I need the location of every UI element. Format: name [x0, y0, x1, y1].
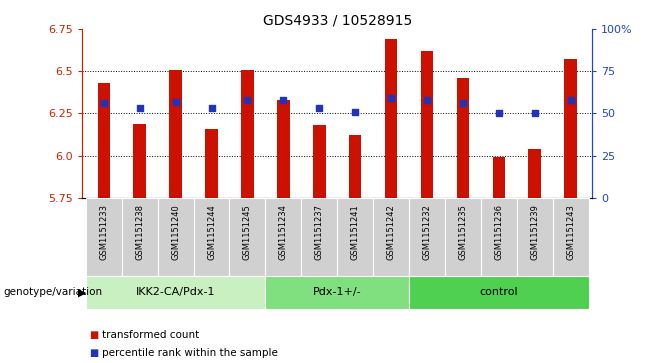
Point — [206, 106, 216, 111]
Point — [314, 106, 324, 111]
Bar — [193, 198, 230, 276]
Text: GSM1151242: GSM1151242 — [387, 204, 395, 260]
Bar — [349, 135, 361, 198]
Bar — [86, 198, 122, 276]
Text: GSM1151232: GSM1151232 — [422, 204, 432, 260]
Bar — [338, 198, 373, 276]
Bar — [420, 51, 433, 198]
Bar — [277, 100, 290, 198]
Text: GSM1151244: GSM1151244 — [207, 204, 216, 260]
Bar — [265, 198, 301, 276]
Text: percentile rank within the sample: percentile rank within the sample — [102, 348, 278, 359]
Text: GSM1151243: GSM1151243 — [566, 204, 575, 260]
Bar — [373, 198, 409, 276]
Point — [422, 97, 432, 103]
Point — [565, 97, 576, 103]
Bar — [134, 123, 146, 198]
Text: GSM1151235: GSM1151235 — [459, 204, 467, 260]
Bar — [409, 198, 445, 276]
Text: Pdx-1+/-: Pdx-1+/- — [313, 287, 361, 297]
Point — [530, 111, 540, 117]
Bar — [205, 129, 218, 198]
Bar — [493, 157, 505, 198]
Title: GDS4933 / 10528915: GDS4933 / 10528915 — [263, 14, 412, 28]
Point — [350, 109, 361, 115]
Bar — [385, 39, 397, 198]
Text: GSM1151245: GSM1151245 — [243, 204, 252, 260]
Bar — [481, 198, 517, 276]
Text: genotype/variation: genotype/variation — [3, 287, 103, 297]
Bar — [230, 198, 265, 276]
Bar — [445, 198, 481, 276]
Point — [170, 99, 181, 105]
Text: ■: ■ — [89, 348, 98, 359]
Point — [278, 97, 289, 103]
Point — [242, 97, 253, 103]
Point — [134, 106, 145, 111]
Text: ▶: ▶ — [78, 287, 86, 297]
Bar — [122, 198, 158, 276]
Text: GSM1151237: GSM1151237 — [315, 204, 324, 260]
Text: GSM1151238: GSM1151238 — [135, 204, 144, 260]
Text: GSM1151233: GSM1151233 — [99, 204, 109, 260]
Point — [99, 101, 109, 106]
Text: GSM1151236: GSM1151236 — [494, 204, 503, 260]
Bar — [565, 60, 577, 198]
Bar — [457, 78, 469, 198]
Bar — [517, 198, 553, 276]
Point — [386, 95, 396, 101]
Text: GSM1151239: GSM1151239 — [530, 204, 540, 260]
Text: transformed count: transformed count — [102, 330, 199, 340]
Point — [494, 111, 504, 117]
Bar — [86, 276, 265, 309]
Bar — [169, 70, 182, 198]
Point — [458, 101, 468, 106]
Bar — [158, 198, 193, 276]
Text: GSM1151241: GSM1151241 — [351, 204, 360, 260]
Bar — [301, 198, 338, 276]
Text: IKK2-CA/Pdx-1: IKK2-CA/Pdx-1 — [136, 287, 215, 297]
Text: GSM1151234: GSM1151234 — [279, 204, 288, 260]
Bar — [553, 198, 589, 276]
Text: GSM1151240: GSM1151240 — [171, 204, 180, 260]
Bar — [241, 70, 254, 198]
Bar — [97, 83, 110, 198]
Text: ■: ■ — [89, 330, 98, 340]
Text: control: control — [480, 287, 518, 297]
Bar — [528, 149, 541, 198]
Bar — [265, 276, 409, 309]
Bar — [409, 276, 589, 309]
Bar — [313, 125, 326, 198]
